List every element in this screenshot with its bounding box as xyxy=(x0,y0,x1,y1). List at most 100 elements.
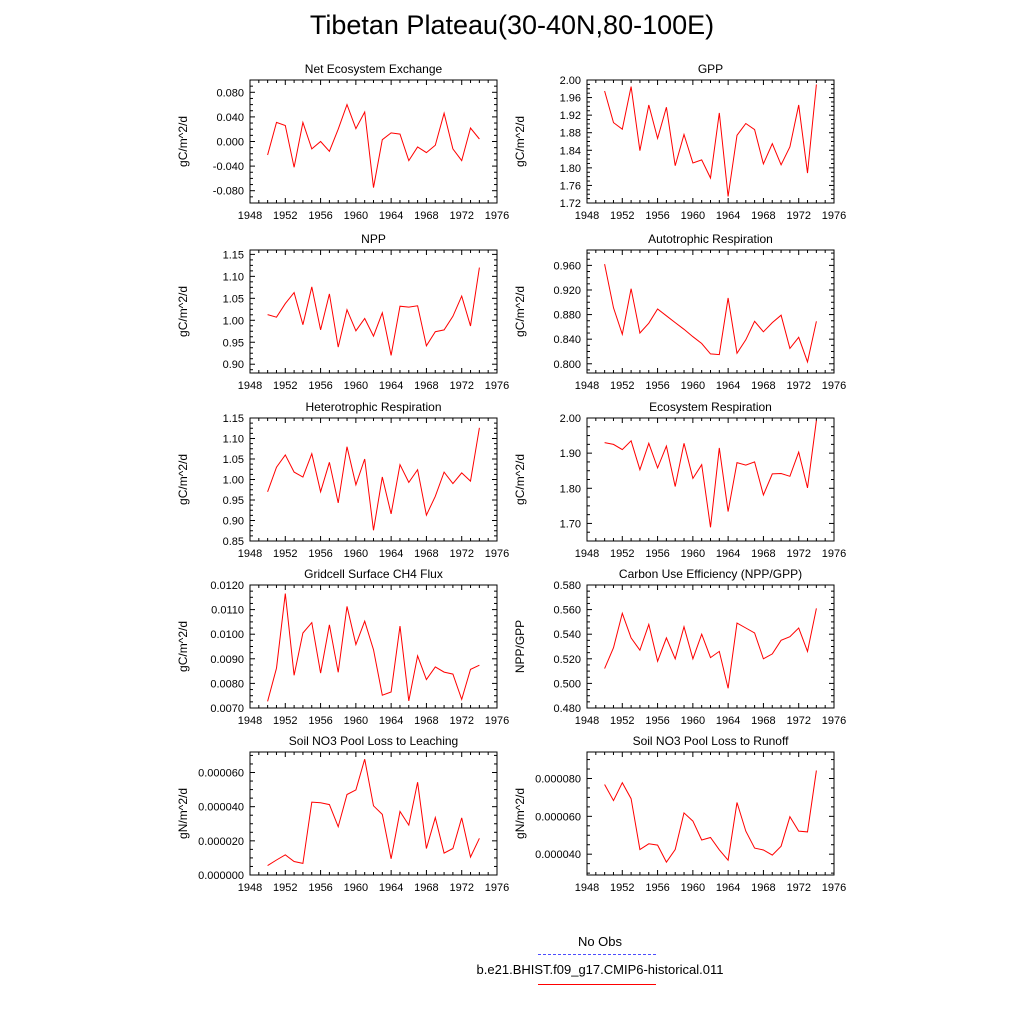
chart-panel-9: Soil NO3 Pool Loss to Runoff gN/m^2/d 1948… xyxy=(513,734,846,894)
y-tick-label: 1.05 xyxy=(223,293,244,305)
plot-frame xyxy=(586,584,835,709)
y-tick-label: 1.70 xyxy=(560,518,581,530)
panel-title: Soil NO3 Pool Loss to Leaching xyxy=(289,734,458,748)
series-line-0 xyxy=(267,427,480,531)
y-axis-label: gC/m^2/d xyxy=(513,116,527,167)
x-tick-label: 1976 xyxy=(822,882,846,894)
y-tick-label: 0.000000 xyxy=(198,870,244,882)
x-tick-label: 1948 xyxy=(238,210,262,222)
x-tick-label: 1972 xyxy=(786,210,810,222)
x-tick-label: 1972 xyxy=(449,380,473,392)
x-tick-label: 1968 xyxy=(751,380,775,392)
y-tick-label: 0.85 xyxy=(223,536,244,548)
y-tick-label: 1.10 xyxy=(223,434,244,446)
x-tick-label: 1952 xyxy=(273,548,297,560)
panel-title: Heterotrophic Respiration xyxy=(305,400,441,414)
series-line-0 xyxy=(604,608,817,689)
x-tick-label: 1972 xyxy=(786,380,810,392)
x-tick-label: 1968 xyxy=(414,715,438,727)
x-tick-label: 1972 xyxy=(786,882,810,894)
x-tick-label: 1964 xyxy=(379,548,403,560)
x-tick-label: 1964 xyxy=(379,882,403,894)
legend-label-model: b.e21.BHIST.f09_g17.CMIP6-historical.011 xyxy=(476,962,724,977)
chart-panel-5: Ecosystem Respiration gC/m^2/d 1948 1952 195… xyxy=(513,400,846,560)
x-tick-label: 1972 xyxy=(786,548,810,560)
y-axis-label: gC/m^2/d xyxy=(513,286,527,337)
x-tick-label: 1952 xyxy=(610,548,634,560)
chart-panel-6: Gridcell Surface CH4 Flux gC/m^2/d 1948 195… xyxy=(176,567,509,727)
legend: No Obs b.e21.BHIST.f09_g17.CMIP6-histori… xyxy=(440,930,760,1000)
x-tick-label: 1952 xyxy=(273,882,297,894)
y-tick-label: 1.80 xyxy=(560,163,581,175)
y-tick-label: -0.040 xyxy=(213,161,244,173)
x-tick-label: 1956 xyxy=(308,548,332,560)
y-tick-label: -0.080 xyxy=(213,186,244,198)
x-tick-label: 1952 xyxy=(610,210,634,222)
y-tick-label: 0.960 xyxy=(553,260,581,272)
panel-title: Net Ecosystem Exchange xyxy=(305,62,443,76)
y-tick-label: 1.88 xyxy=(560,128,581,140)
chart-panel-4: Heterotrophic Respiration gC/m^2/d 1948 195… xyxy=(176,400,509,560)
y-tick-label: 1.10 xyxy=(223,271,244,283)
y-tick-label: 0.560 xyxy=(553,605,581,617)
x-tick-label: 1968 xyxy=(414,882,438,894)
x-tick-label: 1960 xyxy=(344,210,368,222)
x-tick-label: 1976 xyxy=(485,715,509,727)
y-tick-label: 0.000060 xyxy=(535,811,581,823)
panel-title: NPP xyxy=(361,232,386,246)
plot-frame xyxy=(586,417,835,542)
chart-panel-3: Autotrophic Respiration gC/m^2/d 1948 1952 1… xyxy=(513,232,846,392)
y-tick-label: 0.90 xyxy=(223,516,244,528)
x-tick-label: 1952 xyxy=(273,210,297,222)
x-tick-label: 1960 xyxy=(344,882,368,894)
x-tick-label: 1948 xyxy=(575,715,599,727)
x-tick-label: 1976 xyxy=(822,715,846,727)
legend-line-model xyxy=(538,984,656,985)
x-tick-label: 1976 xyxy=(485,380,509,392)
y-tick-label: 1.92 xyxy=(560,110,581,122)
y-tick-label: 0.540 xyxy=(553,629,581,641)
x-tick-label: 1952 xyxy=(273,380,297,392)
page-title: Tibetan Plateau(30-40N,80-100E) xyxy=(309,10,715,40)
x-tick-label: 1964 xyxy=(379,210,403,222)
y-tick-label: 0.880 xyxy=(553,310,581,322)
legend-label-no-obs: No Obs xyxy=(577,934,623,949)
x-tick-label: 1956 xyxy=(308,715,332,727)
y-axis-label: gC/m^2/d xyxy=(176,454,190,505)
y-tick-label: 0.480 xyxy=(553,703,581,715)
panel-title: Carbon Use Efficiency (NPP/GPP) xyxy=(619,567,802,581)
x-tick-label: 1976 xyxy=(822,210,846,222)
series-line-0 xyxy=(267,759,480,867)
x-tick-label: 1956 xyxy=(645,882,669,894)
plot-frame xyxy=(586,249,835,374)
y-tick-label: 0.500 xyxy=(553,678,581,690)
y-tick-label: 0.000 xyxy=(216,137,244,149)
y-tick-label: 1.76 xyxy=(560,180,581,192)
x-tick-label: 1964 xyxy=(379,715,403,727)
panel-title: Soil NO3 Pool Loss to Runoff xyxy=(633,734,790,748)
y-tick-label: 0.000040 xyxy=(198,802,244,814)
x-tick-label: 1976 xyxy=(822,380,846,392)
y-tick-label: 0.0100 xyxy=(210,629,244,641)
series-line-0 xyxy=(267,103,480,188)
x-tick-label: 1976 xyxy=(822,548,846,560)
series-line-0 xyxy=(604,264,817,364)
x-tick-label: 1964 xyxy=(716,548,740,560)
y-tick-label: 1.00 xyxy=(223,475,244,487)
x-tick-label: 1948 xyxy=(238,548,262,560)
x-tick-label: 1964 xyxy=(379,380,403,392)
y-tick-label: 0.800 xyxy=(553,359,581,371)
x-tick-label: 1960 xyxy=(681,210,705,222)
x-tick-label: 1972 xyxy=(449,210,473,222)
x-tick-label: 1956 xyxy=(645,715,669,727)
series-line-0 xyxy=(604,770,817,864)
y-tick-label: 0.920 xyxy=(553,285,581,297)
y-tick-label: 0.000020 xyxy=(198,836,244,848)
y-tick-label: 0.0080 xyxy=(210,678,244,690)
x-tick-label: 1972 xyxy=(449,715,473,727)
y-tick-label: 0.000080 xyxy=(535,773,581,785)
x-tick-label: 1948 xyxy=(575,210,599,222)
y-tick-label: 1.15 xyxy=(223,413,244,425)
y-tick-label: 0.0070 xyxy=(210,703,244,715)
